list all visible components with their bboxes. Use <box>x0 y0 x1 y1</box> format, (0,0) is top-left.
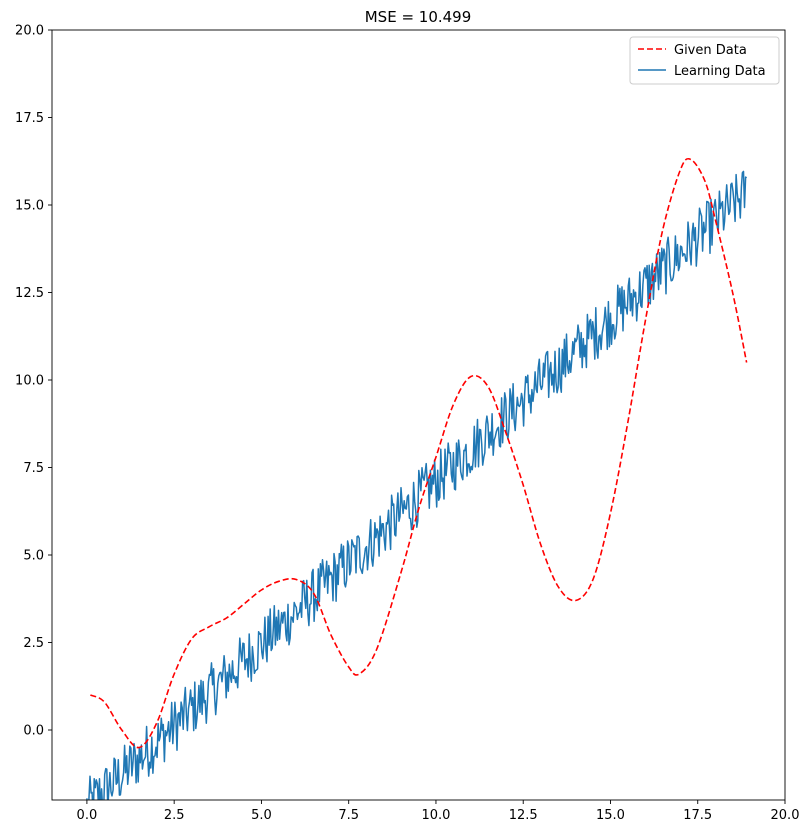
y-tick-label: 2.5 <box>23 636 44 651</box>
y-tick-label: 20.0 <box>15 24 44 39</box>
x-tick-label: 10.0 <box>421 808 450 823</box>
x-tick-label: 0.0 <box>77 808 98 823</box>
y-tick-label: 17.5 <box>15 111 44 126</box>
y-tick-label: 5.0 <box>23 549 44 564</box>
legend: Given Data Learning Data <box>629 36 780 85</box>
x-tick-label: 12.5 <box>509 808 538 823</box>
series-given-data-line <box>90 157 748 749</box>
legend-box <box>629 36 780 85</box>
series-layer <box>86 157 748 800</box>
x-tick-label: 20.0 <box>771 808 800 823</box>
chart-title: MSE = 10.499 <box>365 8 472 26</box>
legend-label-learning-data: Learning Data <box>674 64 766 79</box>
y-tick-label: 12.5 <box>15 286 44 301</box>
x-tick-label: 15.0 <box>596 808 625 823</box>
y-tick-label: 15.0 <box>15 199 44 214</box>
series-learning-data-line <box>86 170 748 800</box>
y-tick-label: 0.0 <box>23 724 44 739</box>
y-tick-label: 10.0 <box>15 374 44 389</box>
x-tick-label: 7.5 <box>338 808 359 823</box>
plot-frame <box>51 29 786 801</box>
x-tick-label: 17.5 <box>683 808 712 823</box>
legend-label-given-data: Given Data <box>674 43 747 58</box>
x-tick-label: 2.5 <box>164 808 185 823</box>
y-tick-label: 7.5 <box>23 461 44 476</box>
axes-layer: 0.0 2.5 5.0 7.5 10.0 12.5 15.0 17.5 20.0 0.0 2.5 5.… <box>15 24 799 824</box>
x-tick-label: 5.0 <box>251 808 272 823</box>
